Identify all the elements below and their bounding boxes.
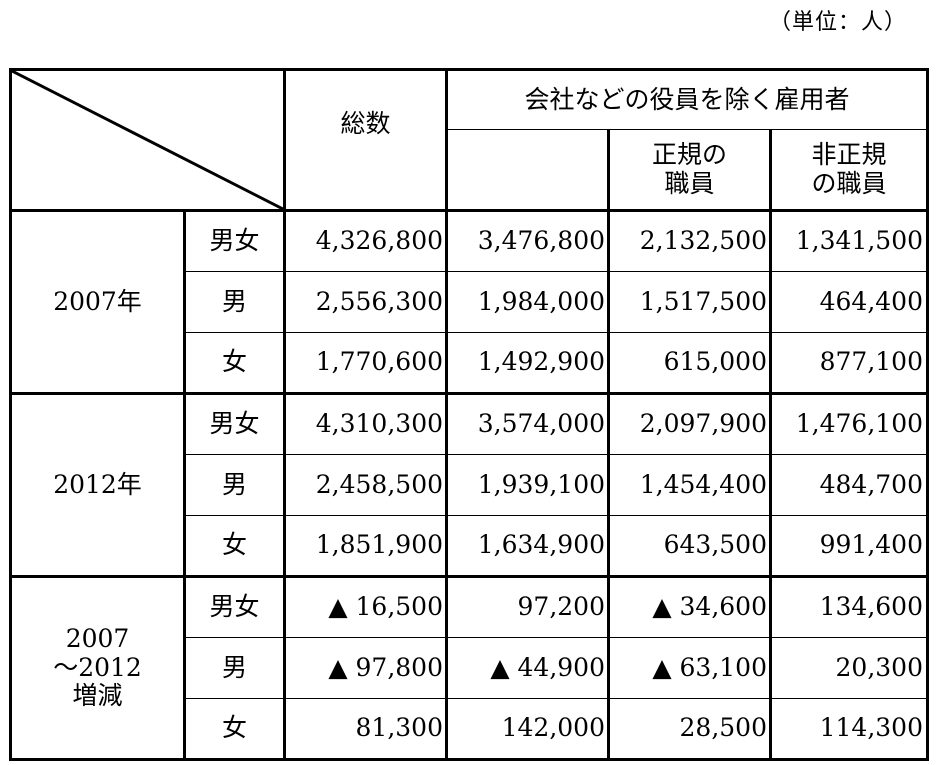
value-non-regular: 464,400 [770, 271, 929, 333]
value-total: 2,556,300 [284, 271, 448, 333]
header-employees-total [446, 129, 610, 212]
table-row: 2007年 男女 4,326,800 3,476,800 2,132,500 1,341,… [9, 209, 929, 395]
year-cell: 2007年 [9, 209, 186, 395]
value-non-regular: 1,341,500 [770, 209, 929, 272]
value-non-regular: 991,400 [770, 515, 929, 577]
value-total: 81,300 [284, 698, 448, 761]
sex-label: 男女 [184, 575, 286, 638]
table-row: 女 1,770,600 1,492,900 615,000 877,100 [11, 332, 929, 394]
table-row: 2012年 男女 4,310,300 3,574,000 2,097,900 1,476,… [9, 392, 929, 578]
value-non-regular: 1,476,100 [770, 392, 929, 455]
value-employees: 97,200 [446, 575, 610, 638]
value-regular: 2,097,900 [608, 392, 772, 455]
unit-label: （単位：人） [768, 10, 907, 35]
sex-label: 男 [184, 271, 286, 333]
value-regular: ▲ 34,600 [608, 575, 772, 638]
corner-diagonal-cell [9, 68, 286, 212]
value-employees: 3,476,800 [446, 209, 610, 272]
year-label: ～2012 [53, 652, 142, 682]
employment-table: 総数 会社などの役員を除く雇用者 正規の 職員 非正規 の職員 2007年 男女 4… [9, 68, 929, 761]
value-regular: 643,500 [608, 515, 772, 577]
year-label: 2007年 [53, 286, 142, 316]
sex-label: 男 [184, 637, 286, 699]
value-non-regular: 20,300 [770, 637, 929, 699]
value-total: 4,326,800 [284, 209, 448, 272]
sex-label: 男女 [184, 209, 286, 272]
table-row: 女 1,851,900 1,634,900 643,500 991,400 [11, 515, 929, 577]
sex-label: 女 [184, 515, 286, 577]
value-regular: ▲ 63,100 [608, 637, 772, 699]
value-total: 4,310,300 [284, 392, 448, 455]
value-employees: 142,000 [446, 698, 610, 761]
value-employees: ▲ 44,900 [446, 637, 610, 699]
table-row: 男 2,458,500 1,939,100 1,454,400 484,700 [11, 454, 929, 516]
value-total: 2,458,500 [284, 454, 448, 516]
year-cell: 2007 ～2012 増減 [9, 575, 186, 761]
sex-label: 女 [184, 698, 286, 761]
year-label: 増減 [72, 681, 123, 711]
year-label: 2012年 [53, 469, 142, 499]
header-employees: 会社などの役員を除く雇用者 [446, 68, 929, 130]
value-regular: 1,517,500 [608, 271, 772, 333]
header-regular: 正規の 職員 [608, 129, 772, 212]
value-employees: 1,634,900 [446, 515, 610, 577]
value-employees: 1,492,900 [446, 332, 610, 394]
year-label: 2007 [65, 623, 130, 653]
value-employees: 3,574,000 [446, 392, 610, 455]
sex-label: 女 [184, 332, 286, 394]
value-regular: 1,454,400 [608, 454, 772, 516]
value-regular: 28,500 [608, 698, 772, 761]
value-total: ▲ 16,500 [284, 575, 448, 638]
value-employees: 1,984,000 [446, 271, 610, 333]
value-non-regular: 134,600 [770, 575, 929, 638]
value-non-regular: 484,700 [770, 454, 929, 516]
value-non-regular: 877,100 [770, 332, 929, 394]
value-non-regular: 114,300 [770, 698, 929, 761]
sex-label: 男 [184, 454, 286, 516]
value-regular: 2,132,500 [608, 209, 772, 272]
header-non-regular: 非正規 の職員 [770, 129, 929, 212]
sex-label: 男女 [184, 392, 286, 455]
header-total: 総数 [284, 68, 448, 212]
year-cell: 2012年 [9, 392, 186, 578]
table-row: 2007 ～2012 増減 男女 ▲ 16,500 97,200 ▲ 34,600 134,6… [9, 575, 929, 761]
value-total: 1,770,600 [284, 332, 448, 394]
value-total: 1,851,900 [284, 515, 448, 577]
value-employees: 1,939,100 [446, 454, 610, 516]
diagonal-line [12, 71, 283, 209]
table-row: 女 81,300 142,000 28,500 114,300 [11, 698, 929, 761]
value-regular: 615,000 [608, 332, 772, 394]
value-total: ▲ 97,800 [284, 637, 448, 699]
table-row: 男 ▲ 97,800 ▲ 44,900 ▲ 63,100 20,300 [11, 637, 929, 699]
